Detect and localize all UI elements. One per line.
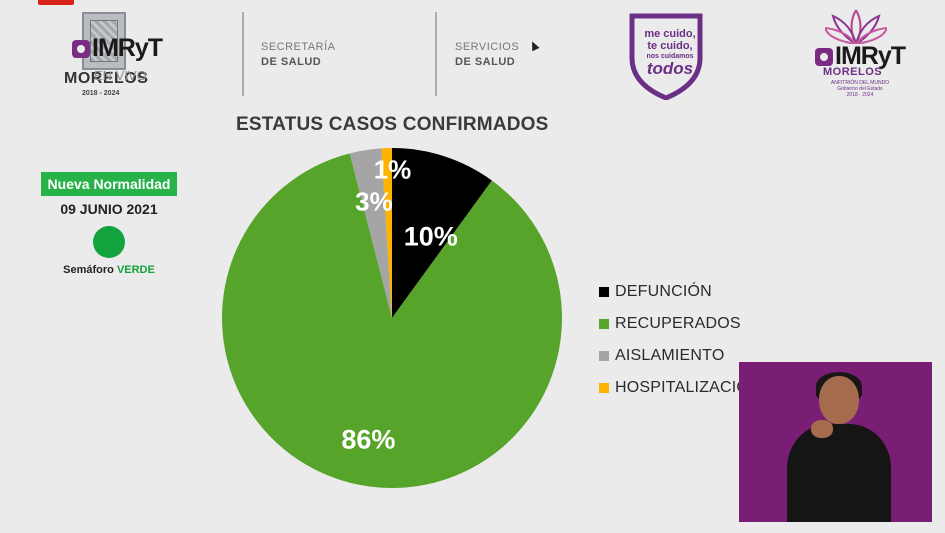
pie-slice-hospitalización bbox=[381, 148, 392, 318]
pie-chart: 10% 86% 3%1% bbox=[222, 148, 562, 488]
semaforo-label: Semáforo VERDE bbox=[63, 264, 155, 276]
campaign-text: me cuido, te cuido, nos cuidamos todos bbox=[644, 28, 696, 78]
imryt-mark-icon bbox=[815, 48, 833, 66]
legend-swatch bbox=[599, 383, 609, 393]
nueva-normalidad-badge: Nueva Normalidad bbox=[40, 172, 178, 196]
pie-label-hospitalización: 1% bbox=[374, 155, 412, 185]
divider-2 bbox=[435, 12, 437, 96]
legend-swatch bbox=[599, 287, 609, 297]
legend-label: DEFUNCIÓN bbox=[615, 283, 712, 300]
campaign-logo: me cuido, te cuido, nos cuidamos todos bbox=[626, 12, 706, 101]
legend-item-recuperados: RECUPERADOS bbox=[599, 308, 749, 340]
interpreter-body bbox=[787, 424, 891, 522]
legend-swatch bbox=[599, 319, 609, 329]
legend-label: AISLAMIENTO bbox=[615, 347, 725, 364]
left-years: 2018 - 2024 bbox=[82, 90, 120, 97]
logo-morelos-right: IMRyT MORELOS ANFITRIÓN DEL MUNDO Gobier… bbox=[815, 10, 925, 102]
secretaria-salud-logo: SECRETARÍA DE SALUD bbox=[261, 41, 336, 68]
chart-title: ESTATUS CASOS CONFIRMADOS bbox=[236, 114, 549, 135]
mouse-cursor-icon bbox=[528, 39, 540, 52]
legend-label: RECUPERADOS bbox=[615, 315, 741, 332]
imryt-logo: IMRyT bbox=[72, 34, 163, 63]
legend-item-defunción: DEFUNCIÓN bbox=[599, 276, 749, 308]
header-bar: IMRyT MORELOS EN VIVO 2018 - 2024 SECRET… bbox=[0, 0, 945, 110]
imryt-mark-icon bbox=[72, 40, 90, 58]
pie-label-recuperados: 86% bbox=[341, 425, 395, 455]
right-logo-subtitle: ANFITRIÓN DEL MUNDO Gobierno del Estado … bbox=[830, 80, 890, 98]
pie-label-aislamiento: 3% bbox=[355, 187, 393, 217]
chart-legend: DEFUNCIÓN RECUPERADOS AISLAMIENTO HOSPITALI… bbox=[599, 276, 749, 404]
pie-slice-defunción bbox=[392, 148, 492, 318]
legend-swatch bbox=[599, 351, 609, 361]
status-panel: Nueva Normalidad 09 JUNIO 2021 Semáforo … bbox=[24, 172, 194, 276]
servicios-salud-logo: SERVICIOS DE SALUD bbox=[455, 41, 520, 68]
interpreter-hand bbox=[811, 420, 833, 438]
divider-1 bbox=[242, 12, 244, 96]
logo-morelos-left: IMRyT MORELOS EN VIVO 2018 - 2024 bbox=[60, 10, 190, 102]
pie-label-defunción: 10% bbox=[404, 222, 458, 252]
semaforo-light-icon bbox=[93, 226, 125, 258]
pie-slice-aislamiento bbox=[349, 148, 392, 318]
pie-slice-recuperados bbox=[222, 153, 562, 488]
state-seal-icon bbox=[82, 12, 126, 70]
morelos-purple-label: MORELOS bbox=[823, 66, 883, 78]
legend-item-aislamiento: AISLAMIENTO bbox=[599, 340, 749, 372]
legend-label: HOSPITALIZACIÓN bbox=[615, 379, 749, 396]
imryt-logo-right: IMRyT bbox=[815, 42, 906, 71]
morelos-label: MORELOS bbox=[64, 70, 149, 87]
en-vivo-overlay: EN VIVO bbox=[94, 68, 147, 83]
interpreter-head bbox=[819, 376, 859, 424]
report-date: 09 JUNIO 2021 bbox=[60, 201, 158, 217]
shield-icon bbox=[629, 13, 703, 101]
sign-language-interpreter-video bbox=[739, 362, 932, 522]
lotus-icon bbox=[825, 10, 887, 44]
legend-item-hospitalización: HOSPITALIZACIÓN bbox=[599, 372, 749, 404]
live-indicator bbox=[38, 0, 74, 5]
